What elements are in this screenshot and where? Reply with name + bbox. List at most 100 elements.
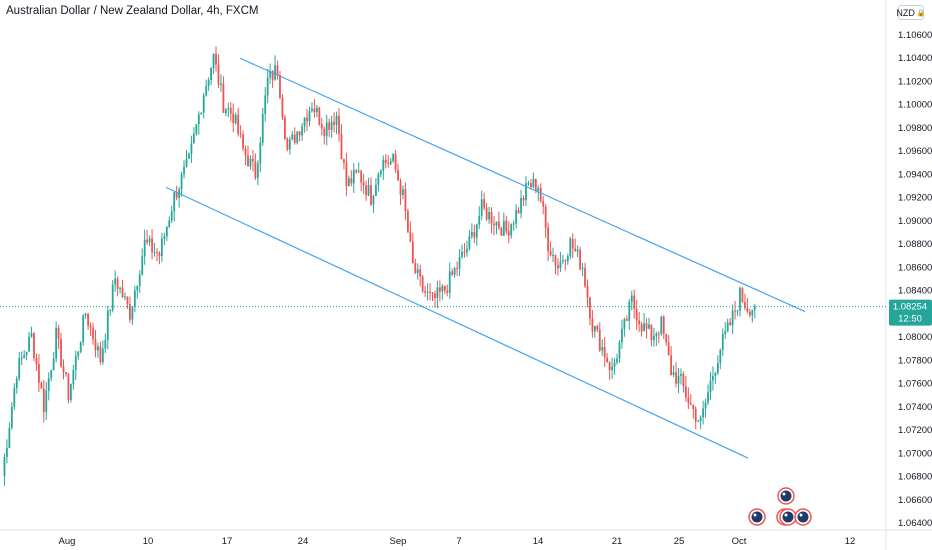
candle-body	[677, 375, 680, 384]
candle-body	[138, 274, 141, 286]
candle	[650, 324, 653, 347]
candle	[288, 136, 291, 155]
candle	[94, 329, 97, 358]
candle	[520, 189, 522, 219]
candle	[158, 251, 161, 265]
candle	[55, 321, 58, 363]
candle-body	[298, 131, 301, 136]
candle	[589, 296, 591, 326]
candle	[330, 115, 333, 138]
candle-body	[318, 107, 321, 125]
candle	[266, 68, 269, 104]
x-tick-label: 14	[533, 536, 544, 547]
candle	[507, 221, 510, 244]
candle-body	[493, 223, 495, 226]
candle	[62, 359, 65, 380]
y-tick-label: 1.08400	[898, 286, 932, 297]
candle-body	[665, 333, 668, 343]
candle-body	[699, 417, 702, 421]
candle	[104, 333, 107, 354]
candle	[443, 285, 446, 295]
candle-body	[574, 248, 577, 252]
event-markers[interactable]	[748, 487, 812, 526]
candle-body	[596, 326, 599, 330]
candle	[114, 270, 117, 292]
y-tick-label: 1.10200	[898, 76, 932, 87]
candle	[89, 322, 92, 337]
candle	[716, 355, 719, 376]
event-marker[interactable]	[794, 508, 812, 526]
candle	[470, 223, 473, 240]
candle	[382, 155, 385, 180]
candle-body	[249, 158, 252, 167]
candle-body	[25, 351, 28, 356]
candle-body	[77, 351, 80, 357]
flag-star	[799, 513, 803, 517]
channel-upper-line[interactable]	[239, 57, 806, 313]
flag-icon	[782, 511, 794, 523]
candle-body	[721, 334, 724, 350]
candle	[138, 270, 141, 293]
currency-selector[interactable]: NZD 🔒	[896, 5, 926, 20]
candle	[530, 179, 532, 190]
y-tick-label: 1.10600	[898, 30, 932, 41]
candle	[517, 207, 520, 214]
candle-body	[537, 187, 540, 192]
candle	[165, 225, 168, 241]
candle	[436, 280, 439, 309]
chart-title: Australian Dollar / New Zealand Dollar, …	[6, 5, 259, 17]
event-marker[interactable]	[777, 487, 795, 505]
candle-body	[741, 288, 744, 303]
y-tick-label: 1.08800	[898, 239, 932, 250]
candle	[308, 106, 311, 127]
candle-body	[704, 402, 707, 409]
candle	[581, 263, 584, 276]
candle-body	[202, 95, 205, 113]
candle-body	[288, 139, 291, 150]
x-tick-label: 7	[456, 536, 461, 547]
candle	[493, 216, 495, 236]
candle-body	[579, 249, 581, 270]
candle	[603, 337, 606, 367]
candle-body	[197, 114, 200, 125]
candle-body	[323, 128, 326, 137]
candle-body	[200, 112, 203, 115]
candle	[633, 289, 636, 319]
y-tick-label: 1.10000	[898, 100, 932, 111]
candle-body	[542, 201, 545, 207]
candle-body	[35, 357, 38, 365]
candle	[296, 130, 299, 145]
candle-body	[170, 211, 173, 221]
candle	[468, 230, 471, 251]
candle-body	[151, 238, 153, 253]
candle-body	[146, 239, 149, 243]
candle	[229, 101, 232, 122]
channel-lower-line[interactable]	[165, 186, 749, 459]
candle-body	[431, 292, 434, 294]
candle-body	[114, 278, 117, 285]
candle-body	[229, 107, 232, 114]
candle-body	[576, 249, 579, 252]
event-marker[interactable]	[779, 508, 797, 526]
candle-body	[220, 83, 222, 85]
candle	[512, 220, 515, 231]
candle-body	[345, 162, 348, 186]
candle-body	[500, 227, 503, 236]
candle	[38, 353, 40, 392]
candle-body	[387, 162, 390, 165]
x-tick-label: 12	[845, 536, 856, 547]
candle-body	[660, 316, 663, 334]
candle	[389, 158, 392, 166]
candle-body	[6, 447, 8, 457]
candle-body	[515, 210, 518, 224]
candle-body	[734, 310, 736, 312]
candle	[333, 112, 335, 133]
candle-body	[82, 315, 85, 343]
event-marker[interactable]	[748, 508, 766, 526]
candle-body	[581, 268, 584, 270]
candle-body	[606, 357, 609, 363]
candle-body	[438, 287, 441, 292]
